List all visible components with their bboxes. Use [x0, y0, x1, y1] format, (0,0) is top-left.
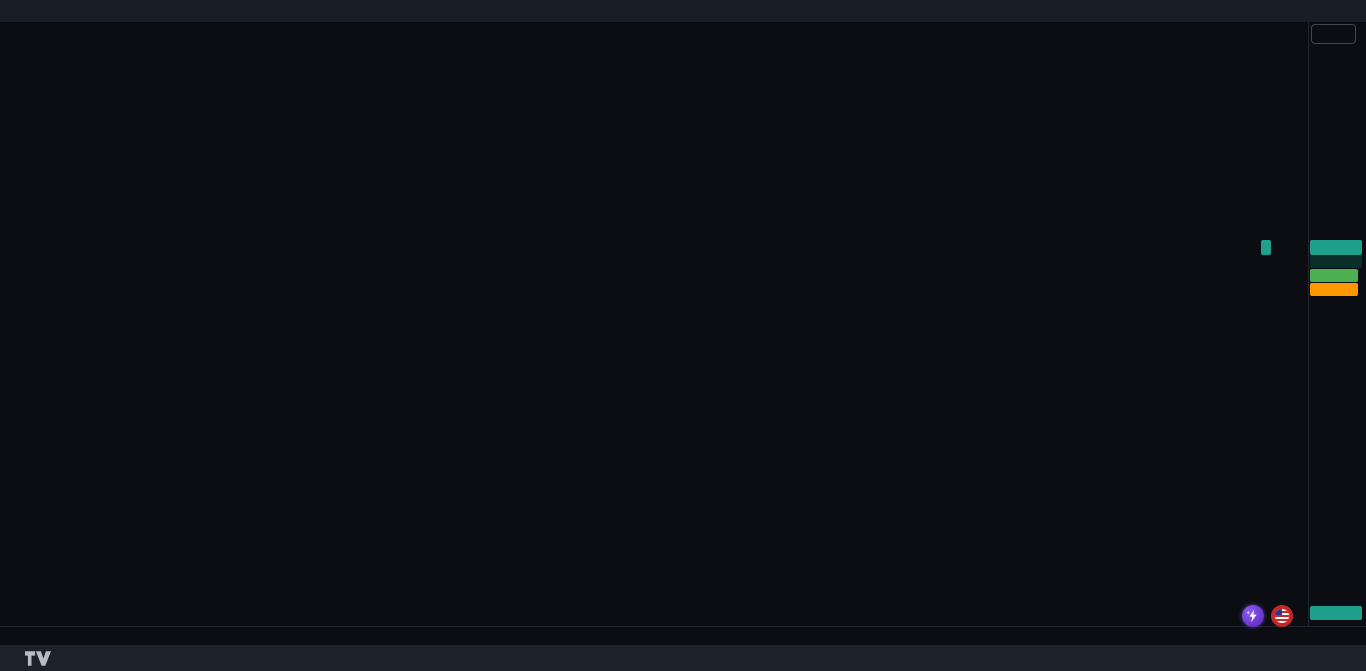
bar-countdown-badge: [1310, 255, 1362, 268]
legend-symbol-row[interactable]: [25, 25, 60, 39]
legend: [25, 25, 60, 67]
legend-smas-row: [25, 53, 60, 67]
time-axis[interactable]: [0, 626, 1366, 645]
price-chart-canvas[interactable]: [0, 22, 1308, 626]
sma50-price-badge: [1310, 283, 1358, 296]
symbol-price-label: [1261, 240, 1271, 255]
sma200-price-badge: [1310, 269, 1358, 282]
attribution-bar: [0, 0, 1366, 22]
volume-axis-badge: [1310, 606, 1362, 620]
usa-flag-icon: [1271, 605, 1293, 627]
lightning-badge-icon: [1242, 605, 1264, 627]
tradingview-logo-icon[interactable]: [25, 650, 51, 666]
price-axis[interactable]: [1308, 22, 1366, 626]
last-price-badge: [1310, 240, 1362, 255]
chart-area: [0, 22, 1366, 645]
footer: [0, 645, 1366, 671]
currency-button[interactable]: [1311, 24, 1356, 44]
legend-volume-row: [25, 39, 60, 53]
